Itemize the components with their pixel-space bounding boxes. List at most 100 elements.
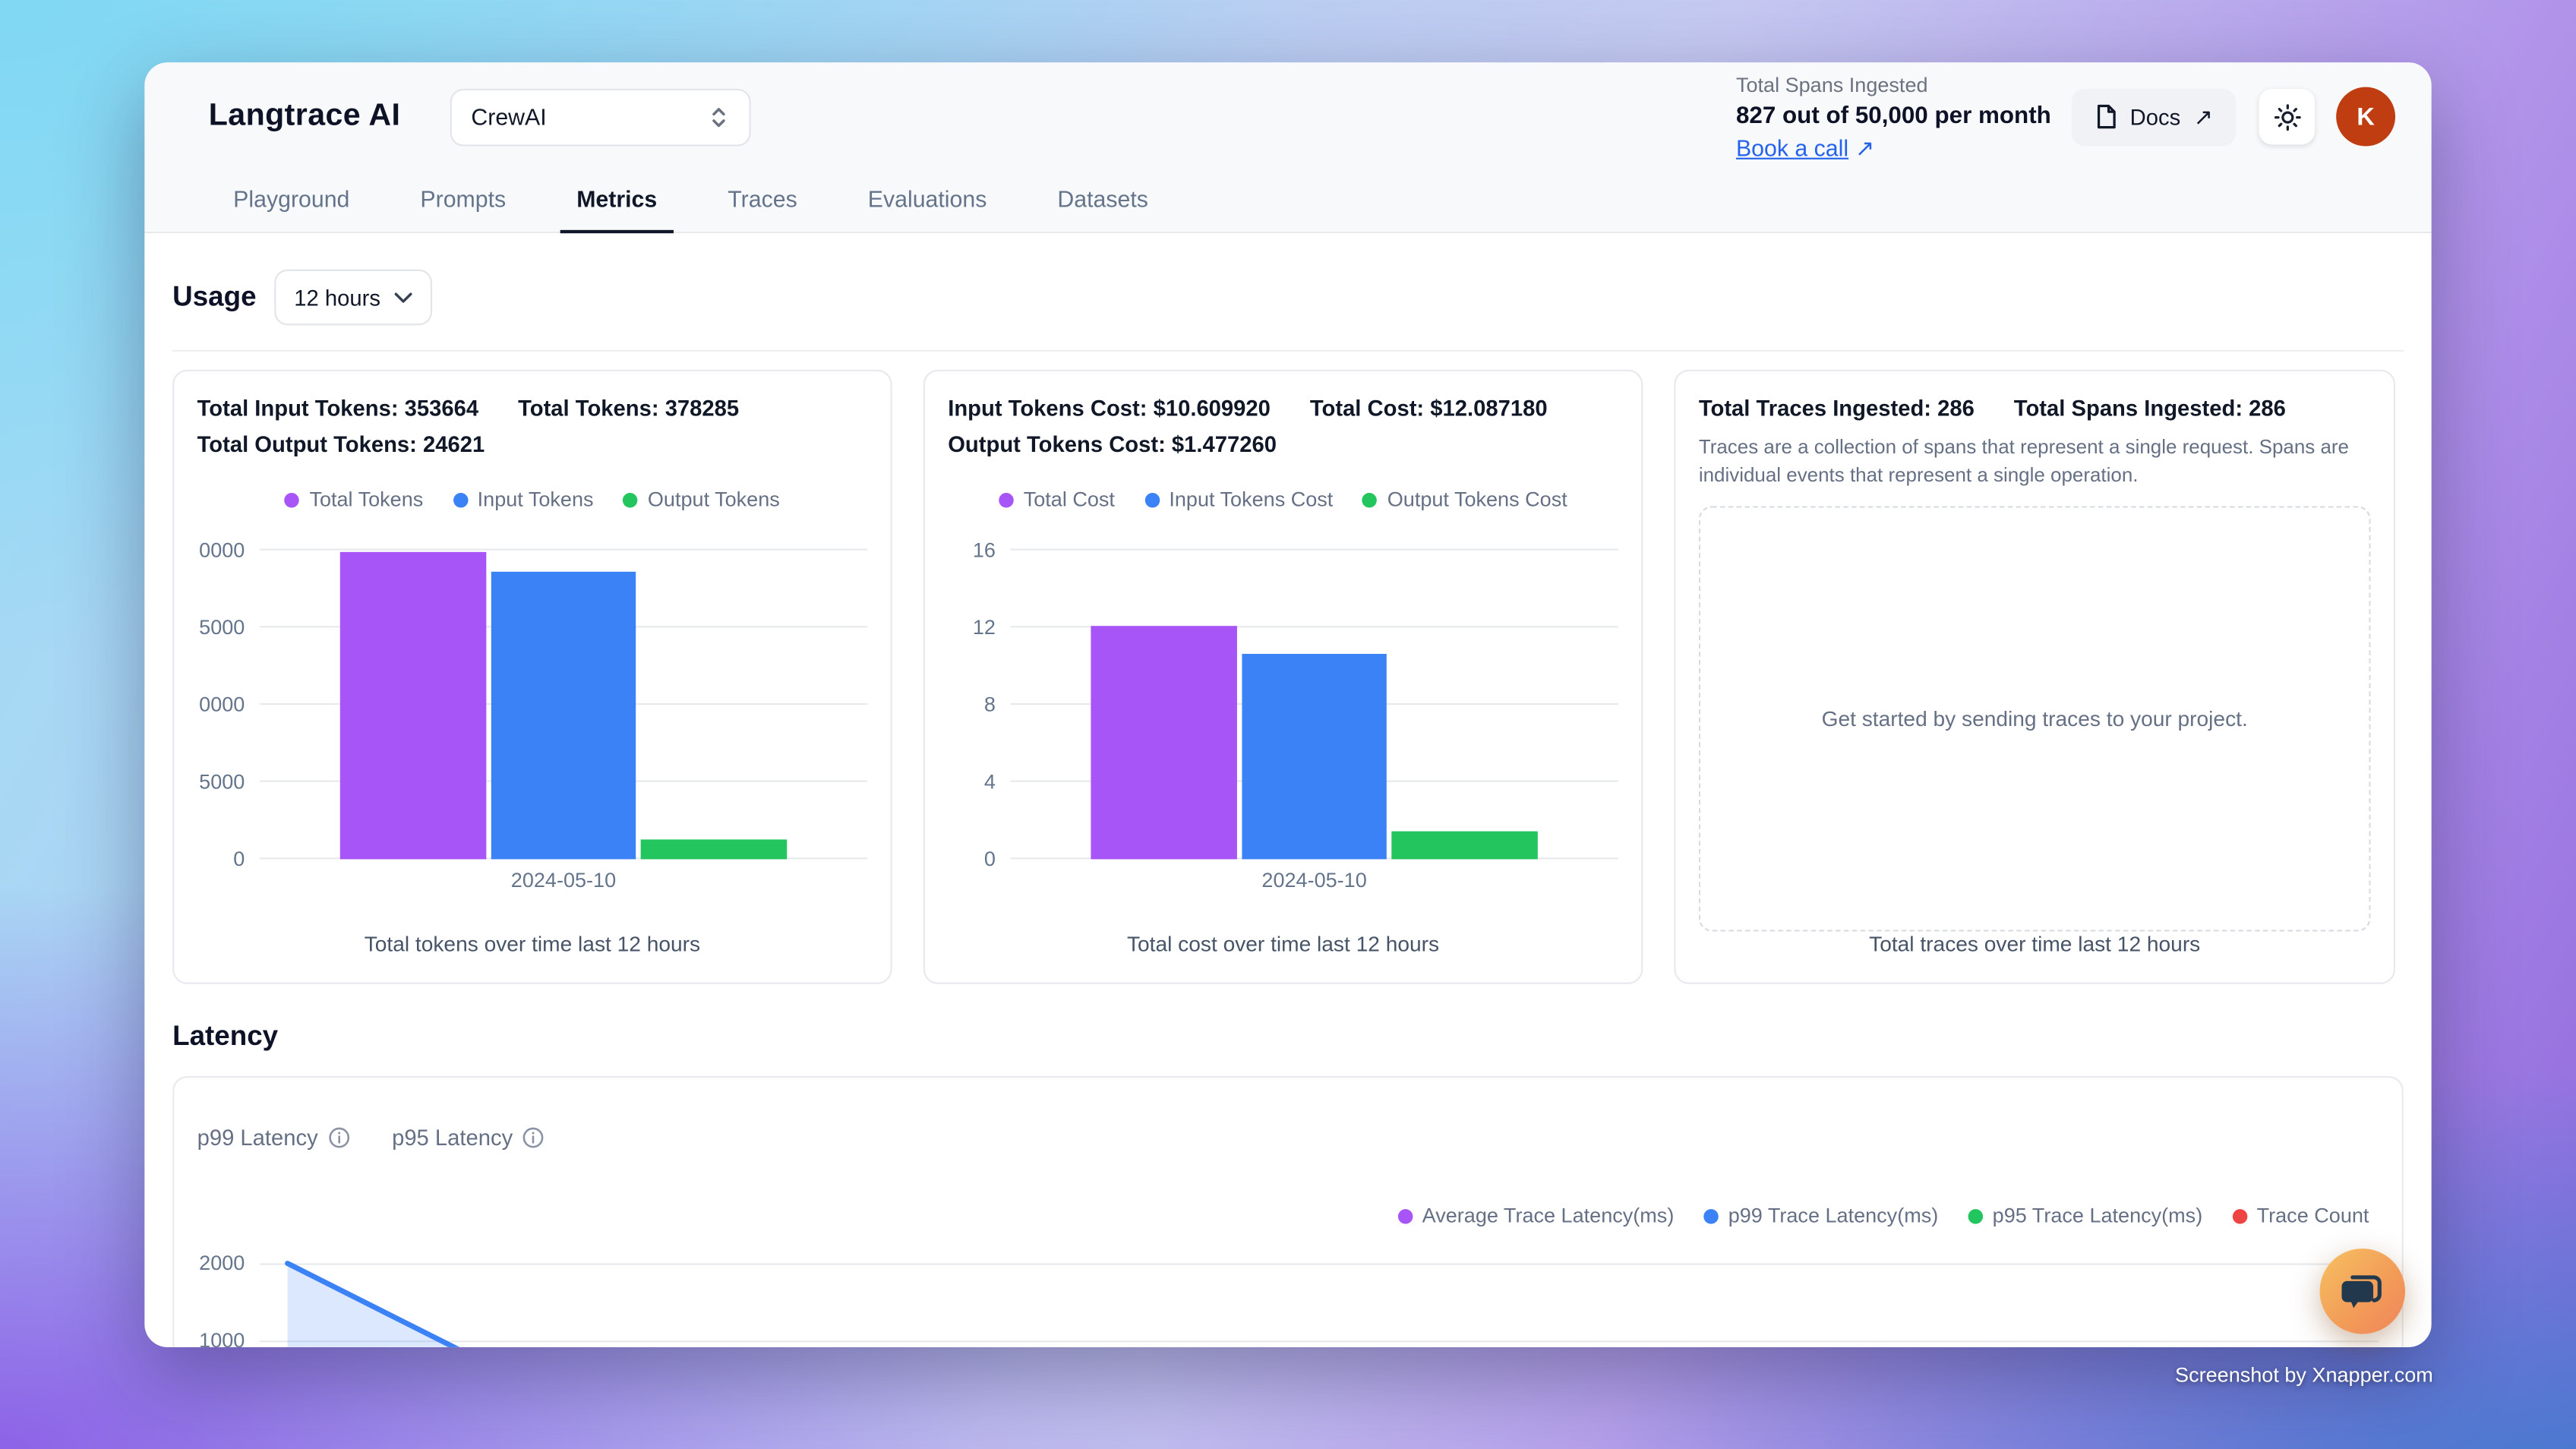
chat-bubbles-icon [2339, 1270, 2385, 1312]
gridline [1010, 548, 1618, 551]
gridline [259, 548, 868, 551]
stat-text: Total Tokens: 378285 [518, 396, 740, 421]
legend-item-p95-trace-latency-ms: p95 Trace Latency(ms) [1968, 1204, 2202, 1227]
cost-card: Input Tokens Cost: $10.609920 Total Cost:… [923, 369, 1643, 984]
legend-item-p99-trace-latency-ms: p99 Trace Latency(ms) [1703, 1204, 1938, 1227]
legend-item-total-cost: Total Cost [999, 488, 1115, 511]
tokens-stats-line1: Total Input Tokens: 353664 Total Tokens: … [197, 391, 868, 428]
bar-output-tokens-cost [1392, 830, 1539, 860]
cost-legend: Total Cost Input Tokens Cost Output Tokens… [948, 488, 1618, 511]
tokens-caption: Total tokens over time last 12 hours [364, 931, 701, 957]
info-icon[interactable] [522, 1127, 544, 1148]
latency-heading: Latency [172, 1020, 279, 1052]
app-header: Langtrace AI CrewAI Total Spans Ingested… [144, 62, 2432, 234]
tab-traces[interactable]: Traces [728, 185, 797, 213]
legend-item-average-trace-latency-ms: Average Trace Latency(ms) [1397, 1204, 1674, 1227]
legend-dot [284, 491, 300, 507]
external-link-arrow-icon: ↗ [2193, 103, 2213, 130]
quota-label: Total Spans Ingested [1735, 73, 1928, 96]
legend-dot [623, 491, 638, 507]
time-range-value: 12 hours [294, 285, 380, 310]
latency-card: p99 Latency p95 Latency [172, 1075, 2404, 1347]
traces-empty-state-text: Get started by sending traces to your pr… [1821, 706, 2248, 731]
y-axis-tick-label: 8 [983, 693, 996, 717]
tab-evaluations[interactable]: Evaluations [867, 185, 987, 213]
tab-metrics[interactable]: Metrics [560, 185, 674, 234]
info-icon[interactable] [328, 1127, 349, 1148]
traces-empty-state-box: Get started by sending traces to your pr… [1698, 506, 2371, 932]
chevron-up-down-icon [708, 104, 729, 128]
traces-caption: Total traces over time last 12 hours [1869, 931, 2201, 957]
user-avatar[interactable]: K [2336, 87, 2396, 147]
stat-text: Output Tokens Cost: $1.477260 [948, 431, 1277, 457]
sun-icon [2273, 103, 2301, 131]
traces-card: Total Traces Ingested: 286 Total Spans In… [1674, 369, 2396, 984]
traces-description: Traces are a collection of spans that re… [1698, 435, 2349, 487]
cost-caption: Total cost over time last 12 hours [1126, 931, 1440, 957]
time-range-selector[interactable]: 12 hours [274, 269, 432, 326]
bar-total-cost [1090, 626, 1237, 860]
watermark-text: Screenshot by Xnapper.com [2175, 1363, 2433, 1387]
y-axis-tick-label: 2000 [199, 1252, 245, 1275]
cost-x-axis-label: 2024-05-10 [1261, 869, 1367, 892]
tokens-x-axis-label: 2024-05-10 [510, 869, 617, 892]
section-divider [172, 349, 2404, 352]
stat-text: Total Input Tokens: 353664 [197, 396, 479, 421]
quota-value: 827 out of 50,000 per month [1735, 103, 2051, 129]
usage-heading: Usage [172, 280, 257, 313]
chat-widget-button[interactable] [2319, 1249, 2406, 1334]
external-link-arrow-icon: ↗ [1855, 134, 1875, 161]
stat-text: Total Output Tokens: 24621 [197, 431, 485, 457]
stat-text: Total Cost: $12.087180 [1309, 396, 1548, 421]
p95-latency-label: p95 Latency [392, 1125, 544, 1150]
tokens-bar-chart: 0 5000 0000 5000 0000 [199, 539, 868, 871]
tab-datasets[interactable]: Datasets [1057, 185, 1148, 213]
tokens-stats-line2: Total Output Tokens: 24621 [197, 427, 868, 463]
traces-stats-line1: Total Traces Ingested: 286 Total Spans In… [1699, 391, 2371, 428]
tab-playground[interactable]: Playground [233, 185, 350, 213]
brand-logo: Langtrace AI [208, 98, 401, 134]
stat-text: Total Traces Ingested: 286 [1698, 396, 1975, 421]
gridline [1010, 626, 1618, 628]
cost-stats-line2: Output Tokens Cost: $1.477260 [948, 427, 1618, 463]
gridline [259, 1340, 2379, 1343]
latency-legend: Average Trace Latency(ms) p99 Trace Laten… [197, 1204, 2379, 1227]
project-selector[interactable]: CrewAI [450, 87, 751, 146]
legend-dot [2232, 1208, 2247, 1223]
legend-dot [1968, 1208, 1983, 1223]
y-axis-tick-label: 5000 [199, 770, 245, 794]
stat-text: Total Spans Ingested: 286 [2013, 396, 2286, 421]
y-axis-tick-label: 0 [983, 848, 996, 871]
legend-dot [1703, 1208, 1719, 1223]
y-axis-tick-label: 16 [972, 538, 996, 562]
tokens-legend: Total Tokens Input Tokens Output Tokens [197, 488, 868, 511]
y-axis-tick-label: 1000 [199, 1329, 245, 1347]
y-axis-tick-label: 5000 [199, 616, 245, 639]
stat-text: Input Tokens Cost: $10.609920 [948, 396, 1271, 421]
legend-item-input-tokens: Input Tokens [453, 488, 594, 511]
docs-button[interactable]: Docs ↗ [2070, 87, 2237, 146]
tab-prompts[interactable]: Prompts [420, 185, 507, 213]
main-content: Usage 12 hours Total Input Tokens: 35366… [144, 233, 2432, 1347]
legend-item-trace-count: Trace Count [2232, 1204, 2369, 1227]
docs-button-label: Docs [2129, 104, 2181, 129]
tokens-card: Total Input Tokens: 353664 Total Tokens: … [172, 369, 892, 984]
legend-dot [453, 491, 468, 507]
legend-dot [1362, 491, 1378, 507]
legend-item-output-tokens: Output Tokens [623, 488, 780, 511]
document-icon [2094, 103, 2117, 130]
theme-toggle-button[interactable] [2259, 88, 2316, 145]
legend-dot [1397, 1208, 1413, 1223]
bar-input-tokens-cost [1241, 654, 1387, 860]
latency-line-series [285, 1261, 460, 1347]
legend-item-input-tokens-cost: Input Tokens Cost [1144, 488, 1333, 511]
project-selector-value: CrewAI [471, 103, 547, 130]
book-a-call-link[interactable]: Book a call ↗ [1735, 134, 1875, 161]
y-axis-tick-label: 4 [983, 770, 996, 794]
legend-dot [999, 491, 1014, 507]
legend-item-total-tokens: Total Tokens [284, 488, 423, 511]
chevron-down-icon [393, 292, 412, 303]
bar-total-tokens [339, 551, 486, 860]
legend-dot [1144, 491, 1160, 507]
